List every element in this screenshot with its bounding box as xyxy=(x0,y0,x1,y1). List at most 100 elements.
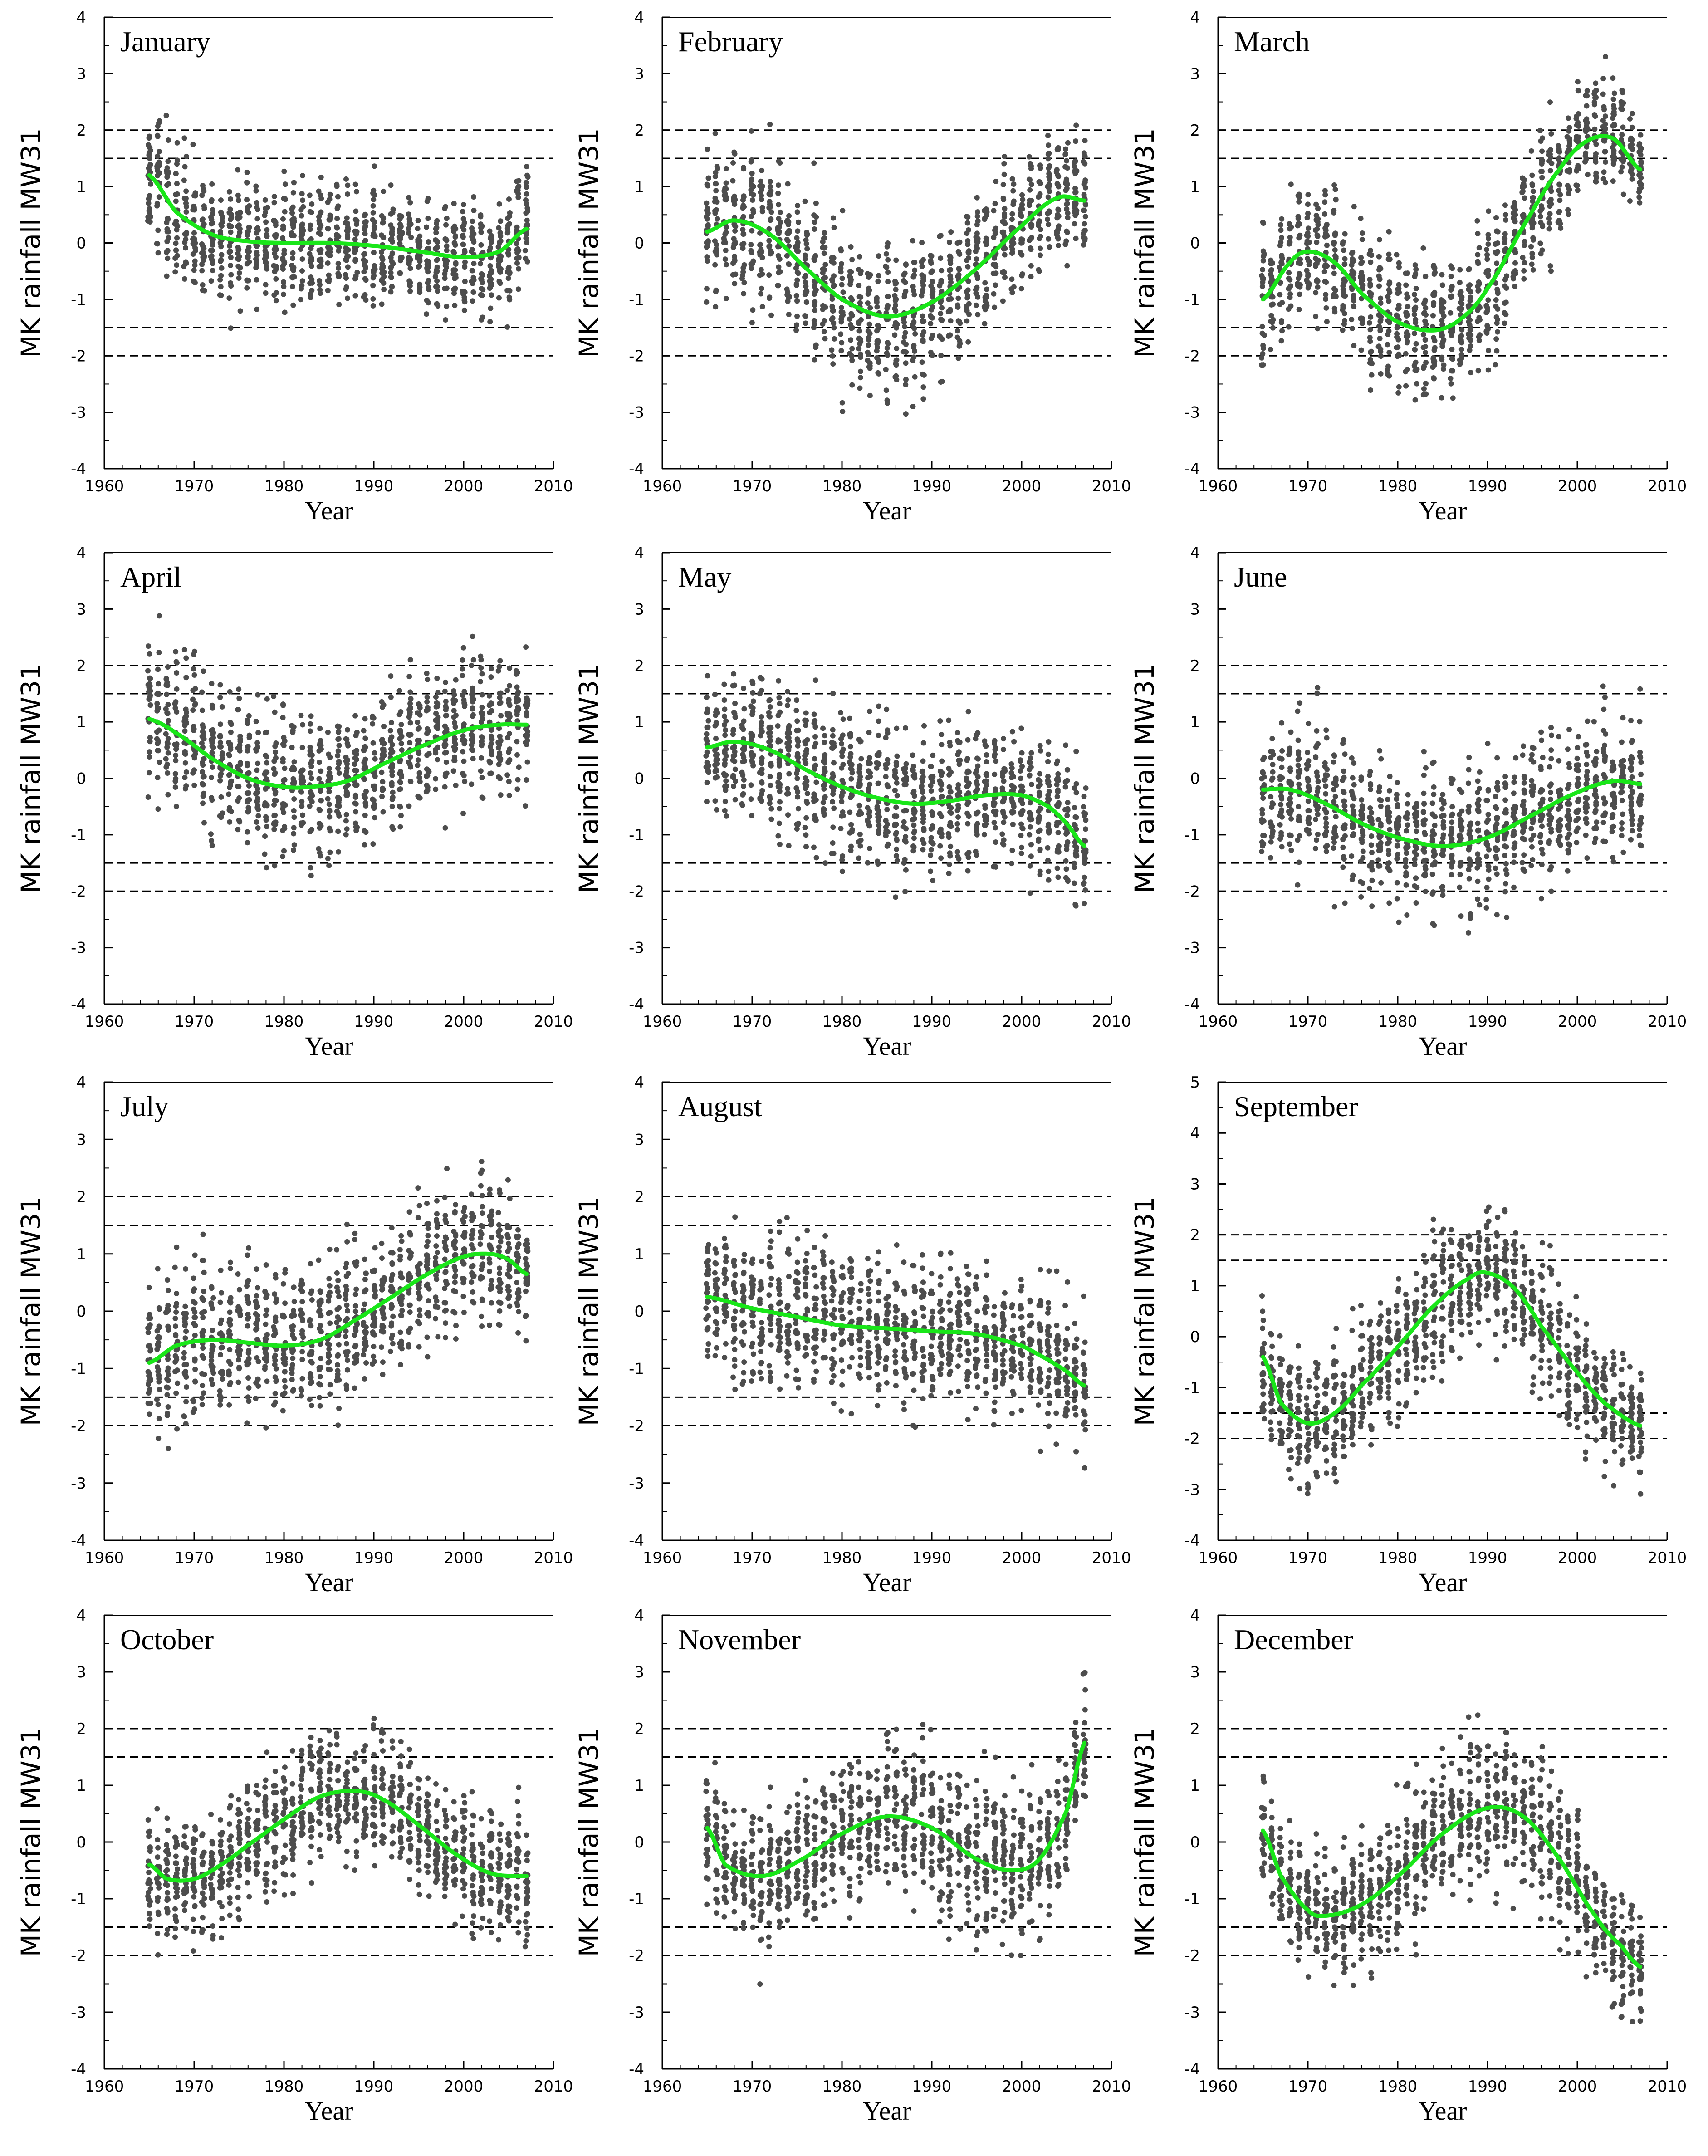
data-point xyxy=(757,675,763,681)
data-point xyxy=(1512,260,1518,266)
data-point xyxy=(911,343,917,348)
y-tick-label: -2 xyxy=(71,882,86,901)
data-point xyxy=(1072,212,1078,218)
data-point xyxy=(1566,146,1572,152)
data-point xyxy=(299,780,304,786)
data-point xyxy=(1431,271,1437,277)
data-point xyxy=(462,259,468,265)
data-point xyxy=(1295,216,1301,221)
data-point xyxy=(1520,255,1526,260)
data-point xyxy=(938,353,944,358)
data-point xyxy=(730,745,736,751)
data-point xyxy=(498,254,504,260)
data-point xyxy=(1028,166,1034,172)
data-point xyxy=(209,181,215,187)
data-point xyxy=(1377,276,1383,282)
data-point xyxy=(235,167,241,173)
data-point xyxy=(1493,362,1498,368)
data-point xyxy=(1457,357,1463,363)
data-point xyxy=(1637,141,1643,147)
data-point xyxy=(938,255,944,261)
data-point xyxy=(362,842,367,848)
data-point xyxy=(768,251,773,257)
data-point xyxy=(327,196,333,202)
x-tick-label: 2000 xyxy=(1002,477,1042,495)
data-point xyxy=(964,304,969,309)
data-point xyxy=(1475,288,1481,294)
data-point xyxy=(245,253,251,259)
data-point xyxy=(857,385,863,391)
data-point xyxy=(1396,282,1402,288)
data-point xyxy=(704,207,710,213)
data-point xyxy=(388,673,394,679)
data-point xyxy=(191,767,197,773)
data-point xyxy=(281,168,287,174)
data-point xyxy=(840,289,846,295)
data-point xyxy=(1002,154,1008,160)
data-point xyxy=(1503,217,1509,223)
y-axis-title: MK rainfall MW31 xyxy=(15,663,46,893)
data-point xyxy=(786,229,792,235)
y-tick-label: -1 xyxy=(71,291,86,309)
data-point xyxy=(1376,267,1382,273)
data-point xyxy=(1619,164,1625,170)
data-point xyxy=(407,720,413,726)
data-point xyxy=(397,727,403,733)
data-point xyxy=(316,760,322,765)
data-point xyxy=(1601,107,1607,113)
data-point xyxy=(867,392,873,398)
data-point xyxy=(407,778,413,784)
data-point xyxy=(793,244,799,250)
data-point xyxy=(731,195,737,201)
data-point xyxy=(1547,99,1553,105)
data-point xyxy=(1564,168,1570,174)
data-point xyxy=(1404,295,1410,301)
data-point xyxy=(1019,192,1025,198)
data-point xyxy=(154,701,160,706)
data-point xyxy=(451,744,457,750)
data-point xyxy=(192,686,198,692)
data-point xyxy=(1566,137,1572,143)
data-point xyxy=(317,230,323,236)
data-point xyxy=(262,248,268,254)
data-point xyxy=(264,823,269,829)
data-point xyxy=(425,280,431,286)
data-point xyxy=(1466,319,1472,325)
data-point xyxy=(514,684,520,690)
data-point xyxy=(1610,75,1616,81)
data-point xyxy=(264,803,270,808)
data-point xyxy=(479,704,485,710)
data-point xyxy=(974,273,980,279)
data-point xyxy=(235,197,241,203)
data-point xyxy=(451,201,457,206)
data-point xyxy=(433,776,439,782)
data-point xyxy=(1439,354,1445,360)
data-point xyxy=(146,208,152,214)
data-point xyxy=(1539,175,1545,181)
data-point xyxy=(821,329,827,335)
x-tick-label: 1980 xyxy=(264,477,304,495)
data-point xyxy=(1333,196,1339,202)
data-point xyxy=(217,778,223,784)
data-point xyxy=(480,272,485,278)
data-point xyxy=(183,655,189,661)
data-point xyxy=(515,195,521,201)
data-point xyxy=(1001,161,1007,167)
data-point xyxy=(1522,260,1527,265)
data-point xyxy=(443,258,449,264)
data-point xyxy=(461,700,467,706)
data-point xyxy=(147,683,153,689)
data-point xyxy=(1412,274,1418,279)
data-point xyxy=(460,666,465,672)
data-point xyxy=(336,248,342,254)
data-point xyxy=(1072,203,1077,209)
data-point xyxy=(415,225,421,231)
data-point xyxy=(1376,254,1382,260)
data-point xyxy=(885,270,891,275)
data-point xyxy=(946,240,952,245)
data-point xyxy=(506,196,512,202)
data-point xyxy=(164,273,170,279)
data-point xyxy=(928,283,934,289)
data-point xyxy=(165,750,171,756)
